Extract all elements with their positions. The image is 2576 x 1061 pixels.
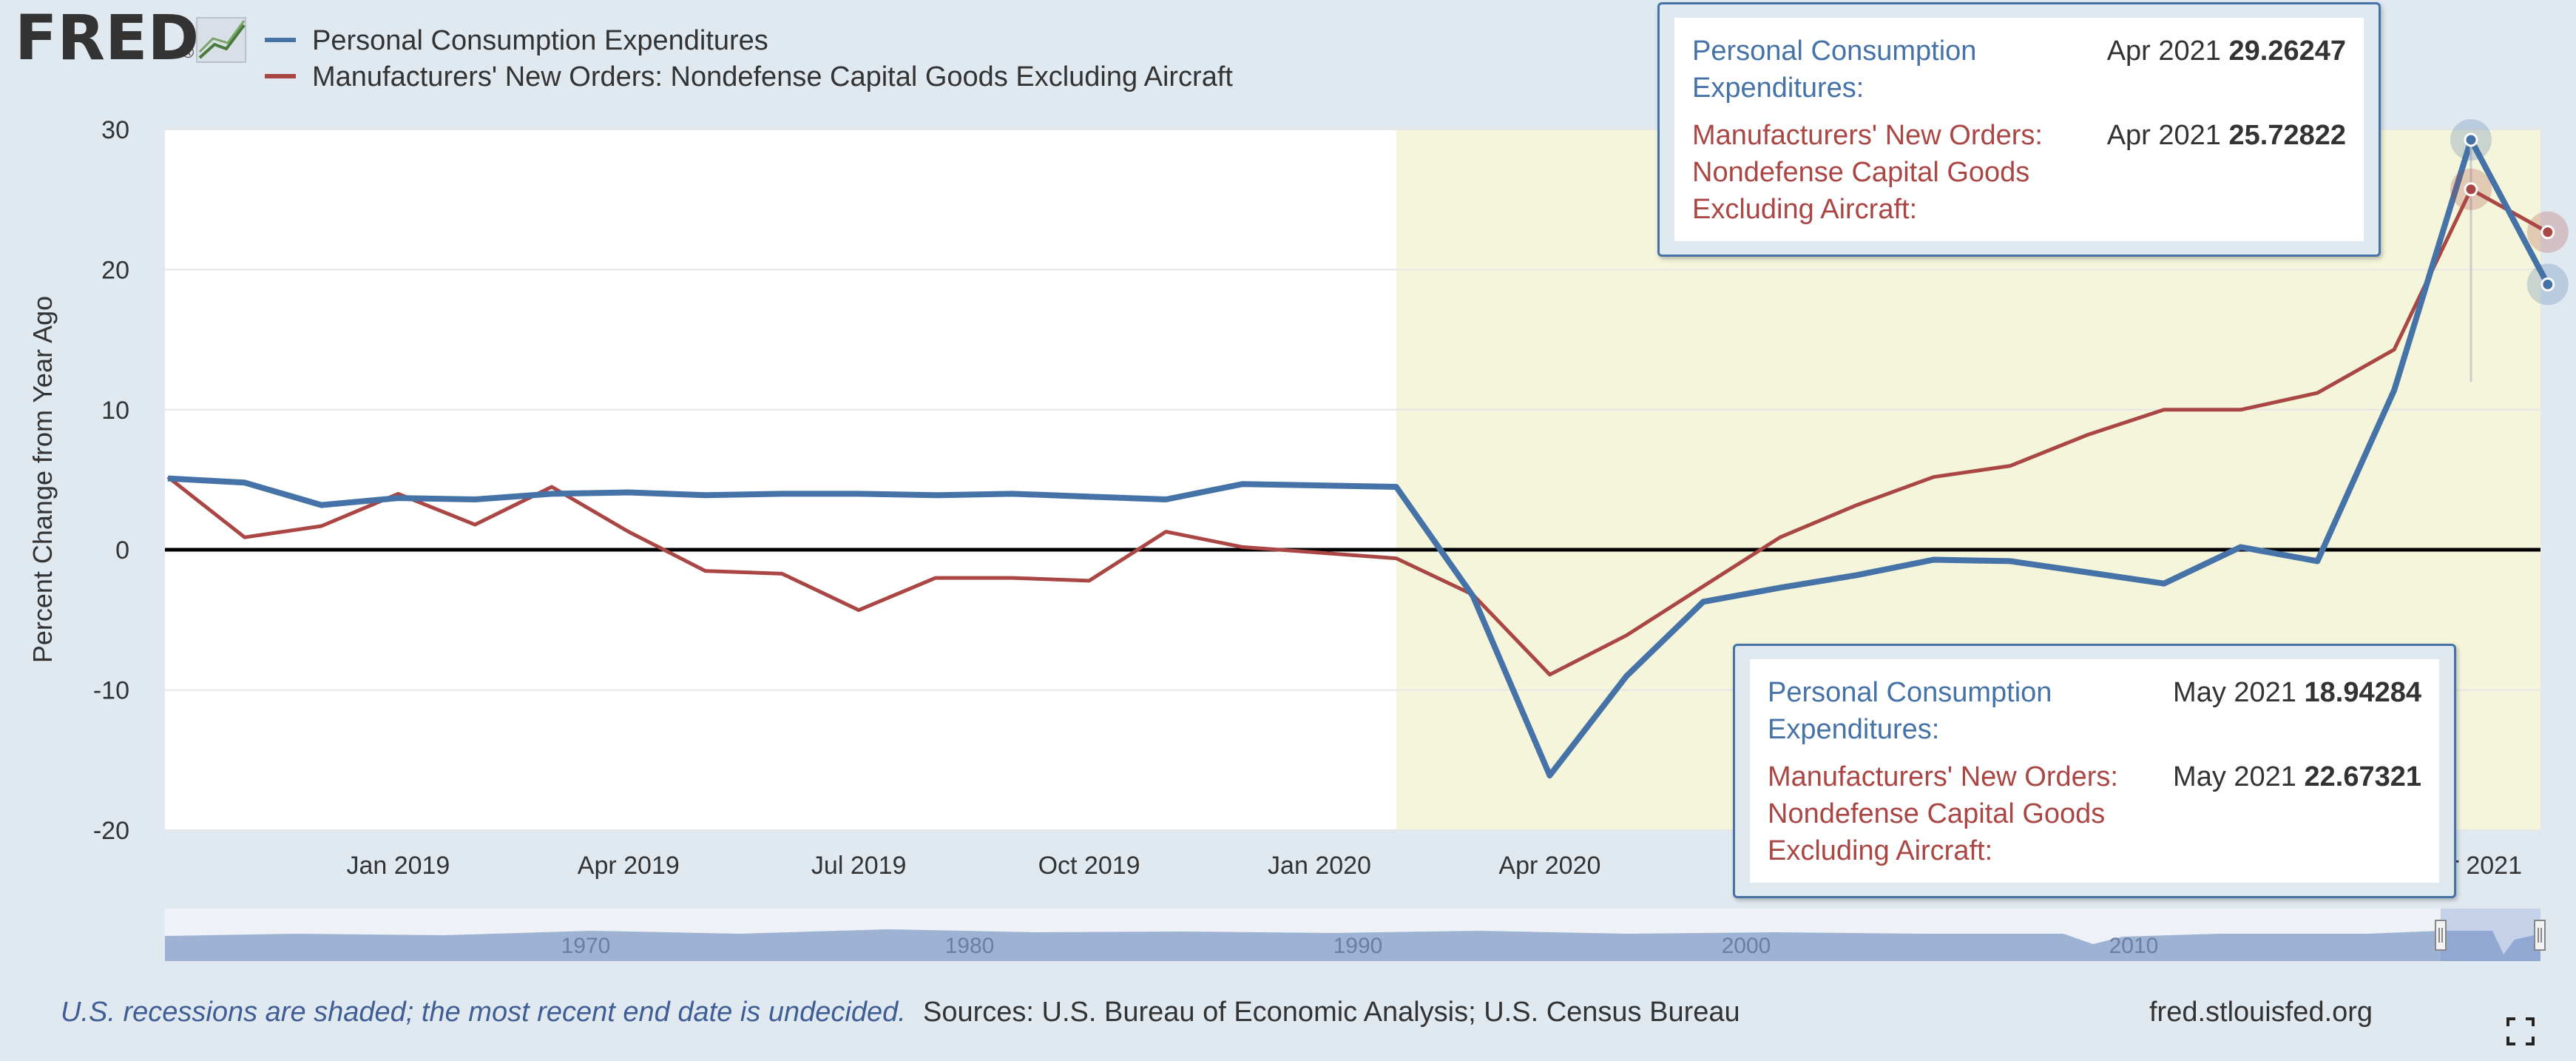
series-line-pce <box>167 137 2551 779</box>
navigator-right-handle[interactable] <box>2534 920 2546 951</box>
tooltip-series-name: Manufacturers' New Orders: Nondefense Ca… <box>1768 761 2118 866</box>
navigator-year-label: 2000 <box>1722 934 1771 958</box>
x-tick-label: Apr 2020 <box>1498 852 1600 880</box>
data-point-marker <box>2464 132 2478 147</box>
x-tick-label: Oct 2019 <box>1038 852 1140 880</box>
x-tick-label: Jan 2019 <box>346 852 450 880</box>
navigator-left-handle[interactable] <box>2435 920 2447 951</box>
navigator-selected-range <box>2441 909 2540 961</box>
tooltip-may-2021: Personal Consumption Expenditures: May 2… <box>1733 644 2456 898</box>
tooltip-value: Apr 2021 25.72822 <box>2106 120 2346 151</box>
data-point-marker <box>2540 277 2555 292</box>
navigator-year-label: 1990 <box>1333 934 1383 958</box>
tooltip-row: Personal Consumption Expenditures: Apr 2… <box>1692 33 2346 107</box>
tooltip-row: Manufacturers' New Orders: Nondefense Ca… <box>1692 117 2346 228</box>
y-tick-label: -20 <box>93 817 129 845</box>
data-point-marker <box>2540 225 2555 240</box>
tooltip-value: Apr 2021 29.26247 <box>2106 36 2346 67</box>
navigator-year-label: 1980 <box>945 934 995 958</box>
tooltip-series-name: Manufacturers' New Orders: Nondefense Ca… <box>1692 120 2043 225</box>
legend-label-pce[interactable]: Personal Consumption Expenditures <box>312 25 768 56</box>
tooltip-apr-2021: Personal Consumption Expenditures: Apr 2… <box>1657 2 2381 257</box>
tooltip-series-name: Personal Consumption Expenditures: <box>1692 36 1977 104</box>
x-tick-label: Jan 2020 <box>1268 852 1371 880</box>
tooltip-series-name: Personal Consumption Expenditures: <box>1768 677 2052 745</box>
hover-markers <box>2450 118 2569 382</box>
navigator-year-labels: 1970 1980 1990 2000 2010 <box>561 934 2159 958</box>
navigator-year-label: 1970 <box>561 934 611 958</box>
x-tick-label: Apr 2019 <box>578 852 680 880</box>
fred-logo-graph-icon <box>196 17 246 63</box>
tooltip-value: May 2021 18.94284 <box>2173 677 2421 708</box>
data-point-marker <box>2464 182 2478 197</box>
legend-label-orders[interactable]: Manufacturers' New Orders: Nondefense Ca… <box>312 61 1233 92</box>
fred-logo-text: FRED <box>15 1 199 74</box>
y-axis-ticks: 30 20 10 0 -10 -20 <box>93 116 129 845</box>
y-tick-label: -10 <box>93 677 129 705</box>
y-axis-title: Percent Change from Year Ago <box>27 296 58 663</box>
legend: Personal Consumption Expenditures Manufa… <box>265 25 1233 92</box>
fred-logo[interactable]: FRED ® <box>15 1 246 74</box>
navigator[interactable]: 1970 1980 1990 2000 2010 <box>165 909 2546 961</box>
tooltip-row: Personal Consumption Expenditures: May 2… <box>1768 674 2421 748</box>
site-link[interactable]: fred.stlouisfed.org <box>2149 997 2373 1028</box>
tooltip-value: May 2021 22.67321 <box>2173 761 2421 792</box>
y-tick-label: 20 <box>101 256 129 284</box>
sources-text: Sources: U.S. Bureau of Economic Analysi… <box>923 997 1740 1028</box>
y-tick-label: 30 <box>101 116 129 144</box>
y-tick-label: 0 <box>115 536 129 565</box>
series-lines <box>166 137 2551 779</box>
recession-note: U.S. recessions are shaded; the most rec… <box>61 997 906 1028</box>
navigator-series-area <box>165 929 2540 961</box>
x-tick-label: Jul 2019 <box>811 852 907 880</box>
tooltip-row: Manufacturers' New Orders: Nondefense Ca… <box>1768 758 2421 869</box>
fred-logo-reg: ® <box>182 43 194 61</box>
y-tick-label: 10 <box>101 397 129 425</box>
navigator-year-label: 2010 <box>2109 934 2159 958</box>
fullscreen-icon[interactable] <box>2506 1017 2535 1046</box>
